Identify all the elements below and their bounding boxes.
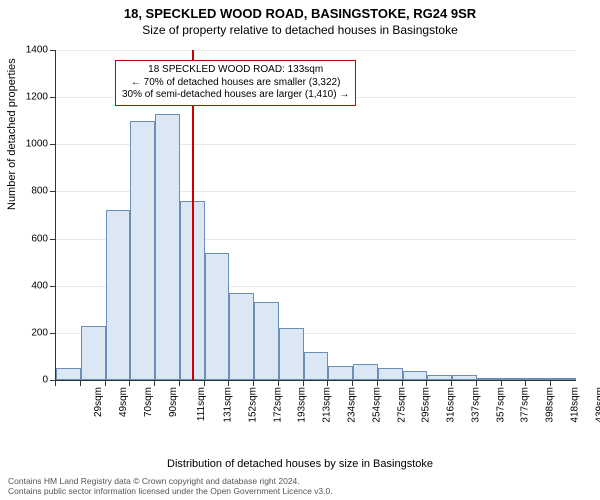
bar [155, 114, 180, 380]
x-tick-label: 193sqm [297, 387, 308, 423]
x-tick-label: 131sqm [223, 387, 234, 423]
x-tick-label: 439sqm [594, 387, 600, 423]
y-tick-label: 1400 [18, 45, 48, 56]
bar [551, 378, 576, 380]
x-tick-label: 337sqm [470, 387, 481, 423]
y-tick [50, 333, 56, 334]
x-tick-label: 49sqm [118, 387, 129, 417]
chart-title: 18, SPECKLED WOOD ROAD, BASINGSTOKE, RG2… [0, 6, 600, 21]
y-tick-label: 1000 [18, 139, 48, 150]
y-tick [50, 50, 56, 51]
footer: Contains HM Land Registry data © Crown c… [8, 476, 333, 496]
y-tick [50, 144, 56, 145]
x-tick-label: 398sqm [545, 387, 556, 423]
y-axis-label: Number of detached properties [6, 58, 18, 210]
x-tick [525, 380, 526, 386]
x-tick-label: 111sqm [197, 387, 208, 421]
bar [81, 326, 106, 380]
y-tick-label: 0 [18, 375, 48, 386]
chart-subtitle: Size of property relative to detached ho… [0, 23, 600, 37]
x-tick-label: 377sqm [520, 387, 531, 423]
bar [229, 293, 254, 380]
bar [452, 375, 477, 380]
x-tick [451, 380, 452, 386]
title-block: 18, SPECKLED WOOD ROAD, BASINGSTOKE, RG2… [0, 0, 600, 37]
y-tick [50, 286, 56, 287]
bar [106, 210, 131, 380]
x-tick-label: 275sqm [396, 387, 407, 423]
x-tick [278, 380, 279, 386]
bar [526, 378, 551, 380]
x-tick-label: 172sqm [272, 387, 283, 423]
y-tick [50, 97, 56, 98]
annotation-line-2: ← 70% of detached houses are smaller (3,… [122, 77, 349, 90]
x-tick-label: 90sqm [168, 387, 179, 417]
annotation-line-3: 30% of semi-detached houses are larger (… [122, 89, 349, 102]
bar [205, 253, 230, 380]
x-tick-label: 254sqm [371, 387, 382, 423]
x-tick [80, 380, 81, 386]
y-tick-label: 200 [18, 327, 48, 338]
bar [304, 352, 329, 380]
y-tick [50, 239, 56, 240]
x-tick-label: 316sqm [446, 387, 457, 423]
annotation-box: 18 SPECKLED WOOD ROAD: 133sqm ← 70% of d… [115, 60, 356, 106]
x-tick [550, 380, 551, 386]
x-tick-label: 418sqm [569, 387, 580, 423]
y-tick-label: 600 [18, 233, 48, 244]
x-tick [426, 380, 427, 386]
x-tick [501, 380, 502, 386]
bar [56, 368, 81, 380]
x-tick [228, 380, 229, 386]
bar [427, 375, 452, 380]
chart-page: { "title": "18, SPECKLED WOOD ROAD, BASI… [0, 0, 600, 500]
plot-wrap: 0200400600800100012001400 18 SPECKLED WO… [55, 50, 575, 420]
x-tick [105, 380, 106, 386]
bar [130, 121, 155, 380]
annotation-line-1: 18 SPECKLED WOOD ROAD: 133sqm [122, 64, 349, 77]
x-tick [377, 380, 378, 386]
x-tick [352, 380, 353, 386]
bar [403, 371, 428, 380]
bar [254, 302, 279, 380]
footer-line-2: Contains public sector information licen… [8, 486, 333, 496]
x-tick-label: 357sqm [495, 387, 506, 423]
x-tick [303, 380, 304, 386]
x-tick [55, 380, 56, 386]
bar [353, 364, 378, 381]
x-tick [179, 380, 180, 386]
x-tick [253, 380, 254, 386]
footer-line-1: Contains HM Land Registry data © Crown c… [8, 476, 333, 486]
x-tick [327, 380, 328, 386]
x-tick [402, 380, 403, 386]
bar [279, 328, 304, 380]
x-tick-label: 234sqm [347, 387, 358, 423]
x-axis-label: Distribution of detached houses by size … [0, 458, 600, 470]
x-tick-label: 295sqm [421, 387, 432, 423]
y-tick-label: 400 [18, 280, 48, 291]
x-tick [154, 380, 155, 386]
bar [502, 378, 527, 380]
bar [378, 368, 403, 380]
x-tick-label: 29sqm [93, 387, 104, 417]
x-tick-label: 152sqm [248, 387, 259, 423]
x-tick [129, 380, 130, 386]
gridline [56, 50, 576, 51]
x-tick-label: 213sqm [322, 387, 333, 423]
x-tick [204, 380, 205, 386]
y-tick-label: 800 [18, 186, 48, 197]
y-tick [50, 191, 56, 192]
bar [328, 366, 353, 380]
y-tick-label: 1200 [18, 92, 48, 103]
bar [477, 378, 502, 380]
x-tick [476, 380, 477, 386]
x-tick-label: 70sqm [143, 387, 154, 417]
